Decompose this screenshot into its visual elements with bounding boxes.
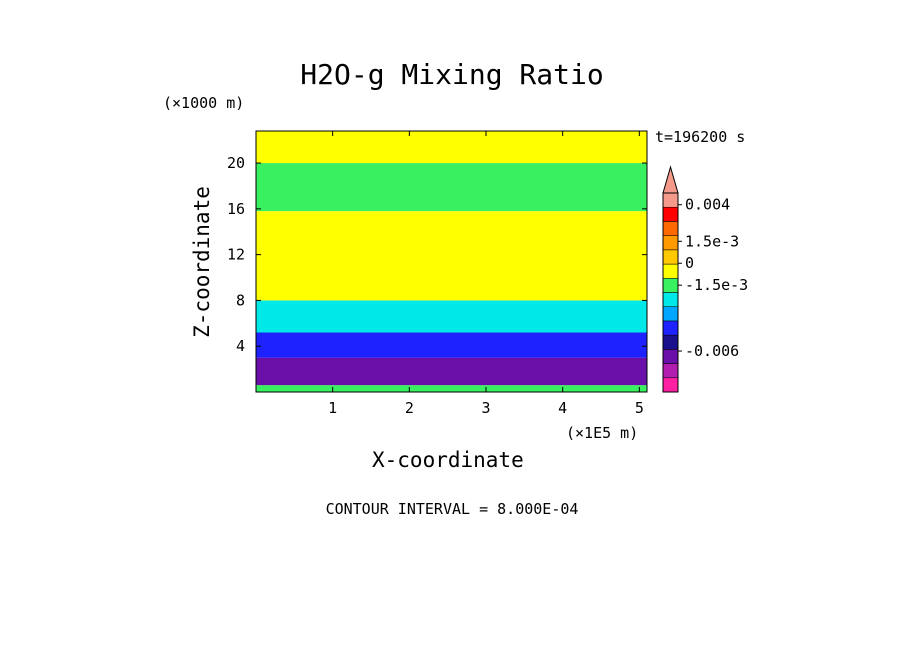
- field-band-4: [256, 211, 647, 301]
- colorbar-swatch: [662, 306, 679, 322]
- colorbar-swatch: [662, 320, 679, 336]
- x-tick-label: 3: [481, 399, 490, 417]
- colorbar-max-arrow: [662, 165, 679, 194]
- field-band-5: [256, 163, 647, 212]
- y-tick-label: 12: [227, 246, 245, 264]
- x-tick-label: 1: [328, 399, 337, 417]
- x-axis-title: X-coordinate: [372, 448, 524, 472]
- field-band-1: [256, 357, 647, 386]
- y-tick-label: 8: [236, 291, 245, 309]
- colorbar-label: -0.006: [685, 342, 739, 360]
- plot-frame: [255, 130, 648, 393]
- x-tick-label: 2: [405, 399, 414, 417]
- contour-field: [256, 131, 647, 392]
- colorbar-swatch: [662, 292, 679, 307]
- y-tick-label: 20: [227, 154, 245, 172]
- y-tick-label: 16: [227, 200, 245, 218]
- x-tick-label: 5: [635, 399, 644, 417]
- colorbar-swatch: [662, 221, 679, 236]
- colorbar-swatch: [662, 206, 679, 222]
- colorbar-swatch: [662, 235, 679, 251]
- colorbar: 0.004 1.5e-3 0 -1.5e-3 -0.006: [662, 165, 748, 393]
- chart-title: H2O-g Mixing Ratio: [300, 58, 604, 91]
- colorbar-label: 0: [685, 254, 694, 272]
- colorbar-swatch: [662, 263, 679, 279]
- field-band-6: [256, 131, 647, 164]
- colorbar-label: -1.5e-3: [685, 276, 748, 294]
- y-tick-label: 4: [236, 337, 245, 355]
- contour-interval-label: CONTOUR INTERVAL = 8.000E-04: [325, 500, 579, 518]
- colorbar-swatch: [662, 249, 679, 265]
- field-band-3: [256, 300, 647, 333]
- time-label: t=196200 s: [655, 128, 746, 146]
- x-tick-label: 4: [558, 399, 567, 417]
- colorbar-frame: [662, 192, 679, 393]
- colorbar-swatch: [662, 377, 679, 393]
- colorbar-swatch: [662, 192, 679, 208]
- colorbar-label: 0.004: [685, 196, 730, 214]
- colorbar-label: 1.5e-3: [685, 232, 739, 250]
- field-band-2: [256, 332, 647, 358]
- y-axis-unit-label: (×1000 m): [163, 94, 245, 112]
- x-axis-unit-label: (×1E5 m): [566, 424, 639, 442]
- field-band-0: [256, 385, 647, 392]
- colorbar-swatch: [662, 349, 679, 364]
- colorbar-swatch: [662, 334, 679, 350]
- colorbar-swatch: [662, 278, 679, 293]
- colorbar-swatch: [662, 363, 679, 379]
